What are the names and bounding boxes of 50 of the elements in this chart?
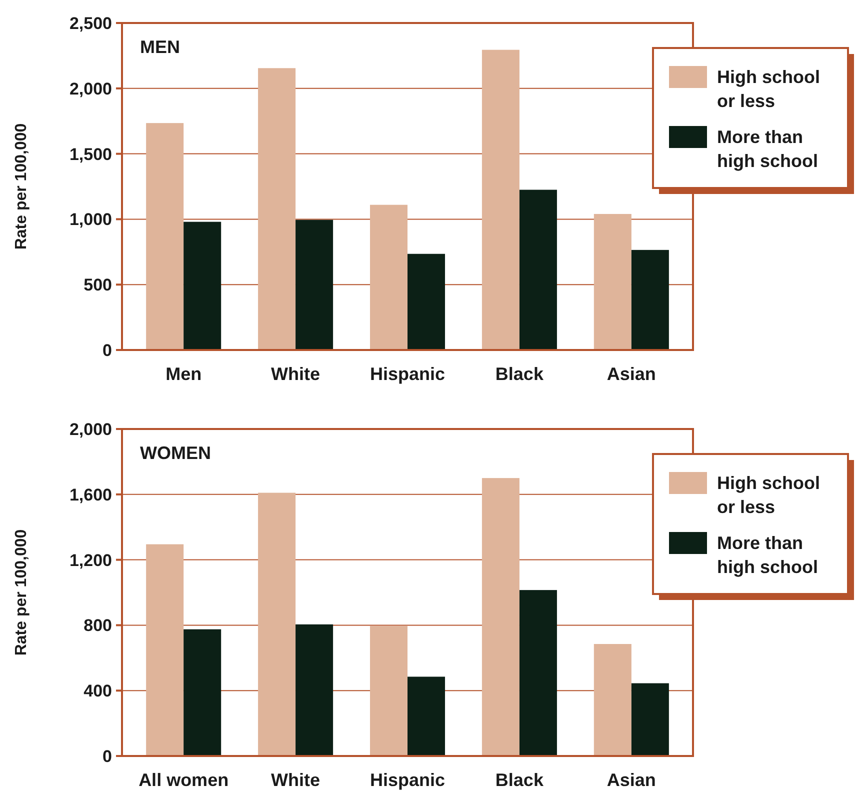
bar [482, 50, 520, 350]
bar [519, 590, 557, 756]
x-tick-label: White [271, 364, 320, 384]
bar [408, 676, 446, 756]
y-tick-label: 1,500 [69, 144, 112, 164]
bar [370, 204, 408, 350]
y-tick-label: 1,000 [69, 210, 112, 230]
y-tick-label: 0 [102, 746, 112, 766]
y-tick-label: 1,600 [69, 485, 112, 504]
y-tick-label: 800 [84, 616, 112, 636]
text: MEN [140, 37, 180, 57]
legend-label: More than high school [717, 533, 818, 577]
y-axis-title: Rate per 100,000 [13, 123, 30, 250]
bar [184, 222, 222, 350]
bar [631, 683, 669, 756]
bar [370, 626, 408, 756]
y-tick-label: 2,500 [69, 14, 112, 33]
y-tick-label: 1,200 [69, 550, 112, 570]
bar [519, 190, 557, 350]
bar [258, 492, 296, 756]
bar [184, 629, 222, 756]
x-tick-label: White [271, 770, 320, 790]
bar [146, 123, 184, 350]
x-tick-label: All women [138, 770, 229, 790]
bar [258, 68, 296, 350]
x-tick-label: Men [166, 364, 202, 384]
y-tick-label: 0 [102, 340, 112, 360]
x-tick-label: Black [495, 364, 544, 384]
bar [482, 478, 520, 756]
x-tick-label: Black [495, 770, 544, 790]
y-tick-label: 2,000 [69, 420, 112, 439]
bar [631, 250, 669, 350]
x-tick-label: Asian [606, 364, 656, 384]
legend-label: High school or less [717, 473, 820, 517]
legend-label: More than high school [717, 127, 818, 171]
y-tick-label: 2,000 [69, 79, 112, 98]
y-tick-label: 500 [84, 276, 112, 295]
x-tick-label: Asian [606, 770, 656, 790]
bar [296, 220, 334, 350]
text: WOMEN [140, 443, 211, 463]
bar [594, 644, 632, 756]
y-axis-title: Rate per 100,000 [13, 529, 30, 656]
bar [296, 624, 334, 756]
x-tick-label: Hispanic [370, 770, 446, 790]
bar [408, 254, 446, 350]
y-tick-label: 400 [84, 682, 112, 701]
legend-label: High school or less [717, 67, 820, 111]
bar [594, 214, 632, 350]
x-tick-label: Hispanic [370, 364, 446, 384]
bar [146, 544, 184, 756]
